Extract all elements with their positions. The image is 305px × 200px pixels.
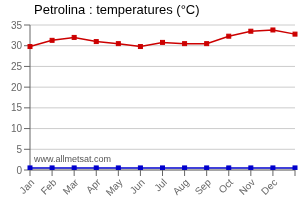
svg-text:Oct: Oct	[216, 177, 235, 196]
svg-text:Sep: Sep	[193, 176, 214, 197]
svg-text:5: 5	[16, 144, 22, 155]
svg-text:Jan: Jan	[17, 177, 36, 196]
svg-text:20: 20	[11, 82, 23, 93]
svg-text:35: 35	[11, 20, 23, 31]
svg-text:Aug: Aug	[171, 177, 191, 197]
svg-text:May: May	[104, 177, 125, 198]
html-text:Petrolina : temperatures (°C): Petrolina : temperatures (°C)	[34, 2, 200, 17]
svg-text:25: 25	[11, 61, 23, 72]
svg-text:10: 10	[11, 123, 23, 134]
svg-text:Jul: Jul	[152, 177, 169, 194]
html-text:www.allmetsat.com: www.allmetsat.com	[34, 154, 111, 164]
svg-text:Feb: Feb	[39, 176, 59, 196]
svg-text:0: 0	[16, 165, 22, 176]
svg-text:Jun: Jun	[128, 177, 147, 196]
svg-text:Mar: Mar	[61, 176, 81, 196]
svg-text:Dec: Dec	[259, 177, 279, 197]
svg-text:Nov: Nov	[237, 177, 257, 197]
svg-text:Apr: Apr	[84, 176, 103, 195]
svg-text:30: 30	[11, 40, 23, 51]
svg-text:15: 15	[11, 102, 23, 113]
